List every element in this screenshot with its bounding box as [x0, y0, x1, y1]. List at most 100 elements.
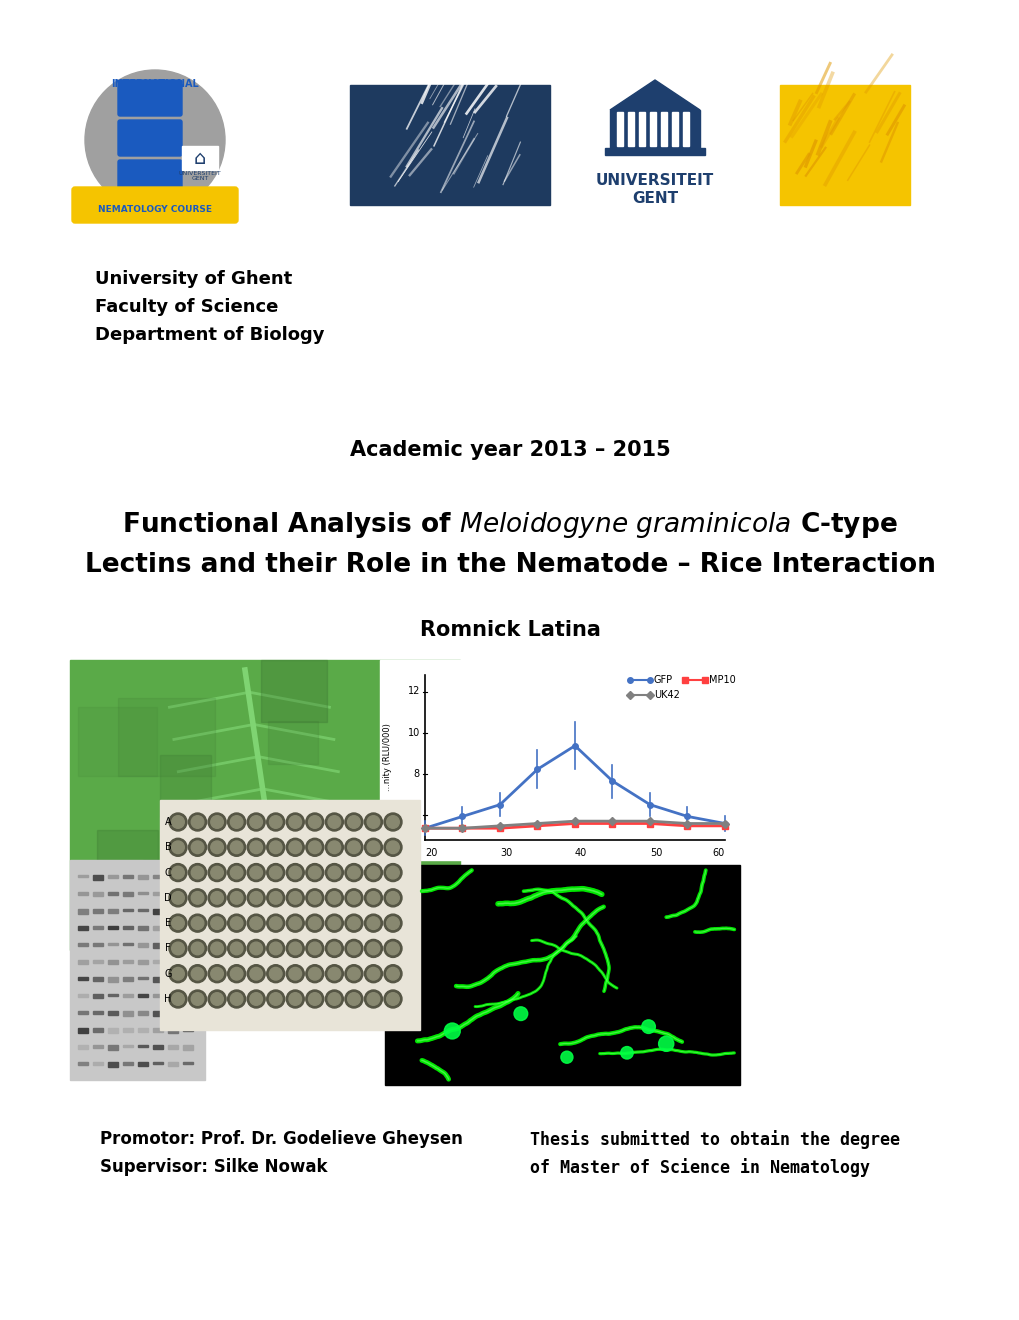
- Circle shape: [386, 841, 398, 854]
- Circle shape: [306, 965, 323, 982]
- Circle shape: [306, 915, 323, 932]
- Text: 20: 20: [424, 847, 437, 858]
- Circle shape: [308, 841, 321, 854]
- Bar: [660, 112, 666, 147]
- Circle shape: [250, 866, 262, 879]
- Bar: [168, 1011, 178, 1012]
- Text: Functional Analysis of $\it{Meloidogyne\ graminicola}$ C-type: Functional Analysis of $\it{Meloidogyne\…: [122, 510, 897, 540]
- Circle shape: [169, 863, 186, 882]
- Bar: [268, 721, 318, 764]
- Bar: [93, 977, 103, 981]
- Circle shape: [191, 841, 204, 854]
- Circle shape: [344, 915, 363, 932]
- Text: Faculty of Science: Faculty of Science: [95, 298, 278, 315]
- Circle shape: [208, 940, 226, 957]
- Circle shape: [266, 940, 284, 957]
- Circle shape: [191, 866, 204, 879]
- Bar: [77, 994, 88, 997]
- Circle shape: [383, 888, 401, 907]
- Circle shape: [247, 813, 265, 832]
- Circle shape: [306, 863, 323, 882]
- Circle shape: [247, 863, 265, 882]
- Circle shape: [444, 1023, 460, 1039]
- Circle shape: [288, 841, 302, 854]
- Circle shape: [288, 816, 302, 829]
- Circle shape: [288, 917, 302, 929]
- Circle shape: [367, 891, 379, 904]
- Bar: [138, 875, 148, 879]
- Circle shape: [169, 813, 186, 832]
- Text: Lectins and their Role in the Nematode – Rice Interaction: Lectins and their Role in the Nematode –…: [85, 552, 934, 578]
- Bar: [153, 1028, 163, 1032]
- Circle shape: [250, 942, 262, 954]
- Circle shape: [386, 942, 398, 954]
- Bar: [182, 909, 193, 913]
- Circle shape: [208, 888, 226, 907]
- Bar: [138, 1011, 148, 1015]
- Circle shape: [344, 863, 363, 882]
- Circle shape: [364, 838, 382, 857]
- Bar: [138, 1063, 148, 1067]
- Circle shape: [227, 990, 246, 1008]
- Bar: [182, 1045, 193, 1049]
- Bar: [123, 960, 132, 964]
- Circle shape: [306, 888, 323, 907]
- Bar: [153, 875, 163, 878]
- Bar: [123, 977, 132, 981]
- Circle shape: [230, 816, 243, 829]
- Circle shape: [386, 968, 398, 979]
- Circle shape: [560, 1051, 573, 1063]
- Bar: [168, 909, 178, 911]
- Bar: [153, 1045, 163, 1048]
- Circle shape: [266, 813, 284, 832]
- Bar: [93, 1063, 103, 1065]
- Bar: [70, 861, 205, 1080]
- Circle shape: [328, 866, 340, 879]
- Circle shape: [230, 993, 243, 1006]
- Bar: [93, 927, 103, 928]
- Circle shape: [308, 866, 321, 879]
- Circle shape: [364, 965, 382, 982]
- Circle shape: [328, 841, 340, 854]
- Circle shape: [347, 816, 360, 829]
- Circle shape: [306, 940, 323, 957]
- Bar: [672, 112, 678, 147]
- Circle shape: [169, 990, 186, 1008]
- Circle shape: [189, 915, 206, 932]
- Circle shape: [364, 863, 382, 882]
- Circle shape: [211, 993, 223, 1006]
- Circle shape: [328, 917, 340, 929]
- Text: 50: 50: [649, 847, 661, 858]
- Text: 40: 40: [575, 847, 587, 858]
- Text: F: F: [165, 944, 170, 953]
- Circle shape: [288, 866, 302, 879]
- Bar: [77, 977, 88, 981]
- Circle shape: [250, 841, 262, 854]
- Bar: [182, 892, 193, 895]
- Bar: [93, 960, 103, 964]
- Bar: [616, 112, 623, 147]
- Text: 30: 30: [499, 847, 512, 858]
- Circle shape: [328, 942, 340, 954]
- Circle shape: [344, 965, 363, 982]
- Bar: [380, 660, 739, 861]
- FancyBboxPatch shape: [118, 160, 181, 195]
- Circle shape: [364, 888, 382, 907]
- Circle shape: [227, 863, 246, 882]
- Circle shape: [367, 993, 379, 1006]
- Bar: [123, 994, 132, 998]
- Bar: [350, 84, 549, 205]
- Text: H: H: [164, 994, 171, 1005]
- Circle shape: [347, 993, 360, 1006]
- Bar: [108, 977, 118, 982]
- Circle shape: [286, 888, 304, 907]
- Circle shape: [85, 70, 225, 210]
- Bar: [138, 960, 148, 965]
- Bar: [181, 147, 218, 170]
- Circle shape: [367, 968, 379, 979]
- Circle shape: [208, 990, 226, 1008]
- Bar: [108, 942, 118, 945]
- Bar: [108, 1028, 118, 1032]
- Circle shape: [169, 888, 186, 907]
- Circle shape: [367, 841, 379, 854]
